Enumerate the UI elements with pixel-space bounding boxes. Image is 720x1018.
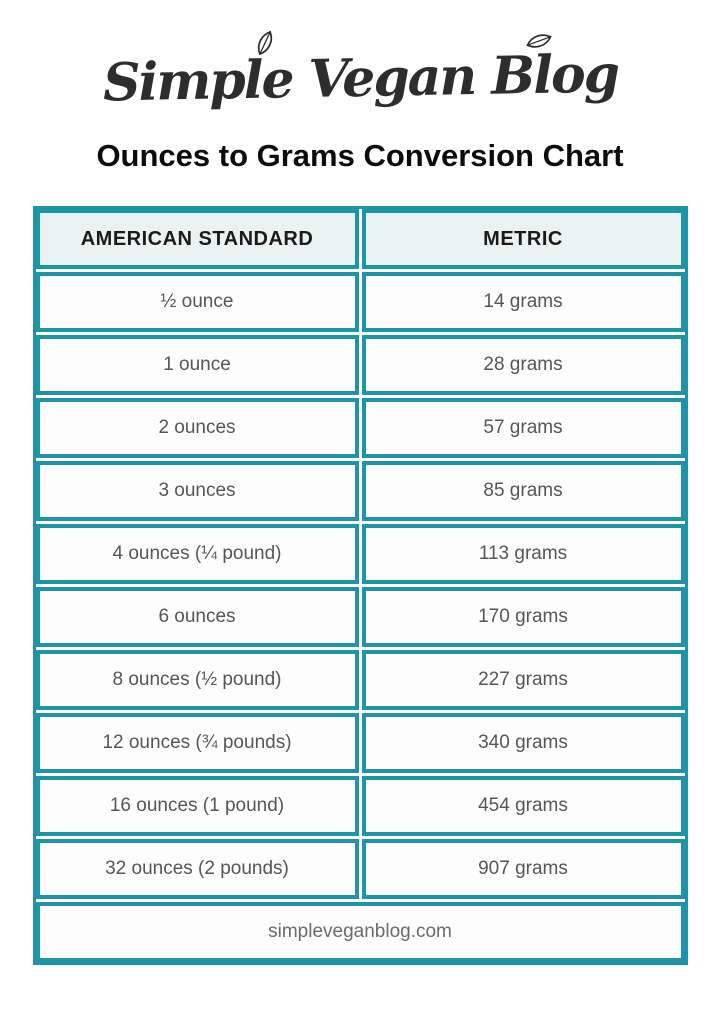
metric-cell: 454 grams [361,776,685,836]
standard-cell: 1 ounce [35,335,359,395]
metric-cell: 113 grams [361,524,685,584]
metric-cell: 907 grams [361,839,685,899]
column-header-american-standard: AMERICAN STANDARD [35,209,359,269]
conversion-table: AMERICAN STANDARD METRIC ½ ounce 14 grams… [32,206,688,965]
standard-cell: 32 ounces (2 pounds) [35,839,359,899]
standard-cell: 2 ounces [35,398,359,458]
standard-cell: 6 ounces [35,587,359,647]
leaf-icon [257,30,273,56]
standard-cell: ½ ounce [35,272,359,332]
metric-cell: 227 grams [361,650,685,710]
table-footer-url: simpleveganblog.com [35,902,685,962]
column-header-metric: METRIC [361,209,685,269]
leaf-icon [526,34,552,48]
metric-cell: 14 grams [361,272,685,332]
standard-cell: 16 ounces (1 pound) [35,776,359,836]
standard-cell: 4 ounces (¼ pound) [35,524,359,584]
page-title: Ounces to Grams Conversion Chart [96,138,624,173]
standard-cell: 12 ounces (¾ pounds) [35,713,359,773]
logo: Simple Vegan Blog [0,30,720,124]
standard-cell: 8 ounces (½ pound) [35,650,359,710]
standard-cell: 3 ounces [35,461,359,521]
metric-cell: 57 grams [361,398,685,458]
metric-cell: 85 grams [361,461,685,521]
metric-cell: 340 grams [361,713,685,773]
metric-cell: 28 grams [361,335,685,395]
page: Simple Vegan Blog Ounces to Grams Conver… [0,30,720,1018]
metric-cell: 170 grams [361,587,685,647]
